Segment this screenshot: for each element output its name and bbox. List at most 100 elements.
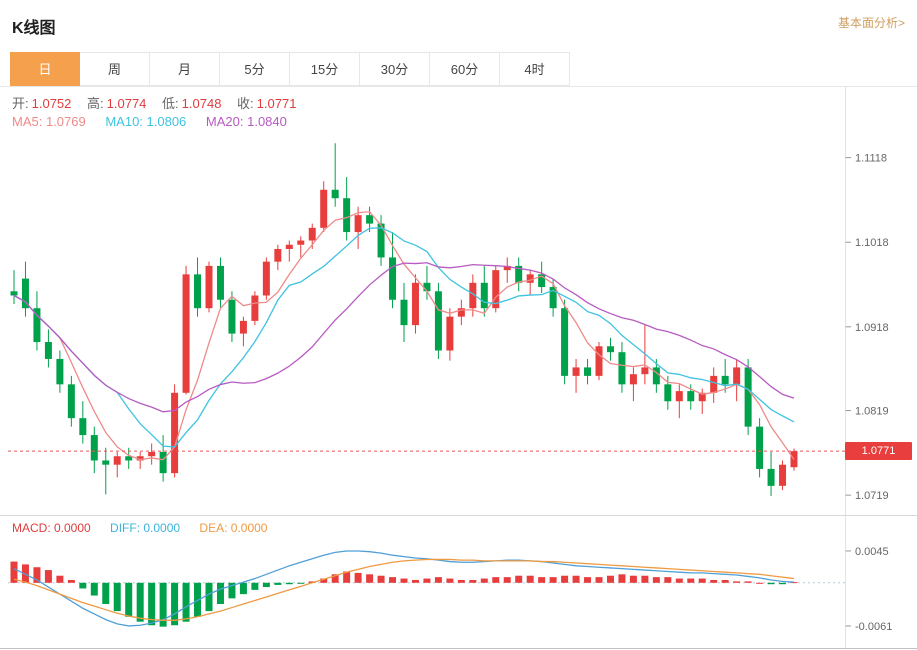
candle-body bbox=[641, 367, 649, 375]
candle-body bbox=[400, 299, 408, 326]
macd-bar bbox=[744, 581, 752, 583]
candle-body bbox=[56, 358, 64, 385]
candle-body bbox=[629, 374, 637, 385]
candle-body bbox=[538, 274, 546, 288]
candle-body bbox=[606, 346, 614, 353]
ma20-value: MA20: 1.0840 bbox=[205, 114, 287, 129]
macd-bar bbox=[411, 579, 419, 583]
diff-value: DIFF: 0.0000 bbox=[110, 521, 181, 535]
open-value: 1.0752 bbox=[31, 96, 72, 111]
macd-bar bbox=[56, 575, 64, 583]
candle-body bbox=[262, 261, 270, 296]
high-label: 高: bbox=[87, 96, 104, 111]
candle-body bbox=[710, 375, 718, 393]
candle-body bbox=[297, 240, 305, 245]
macd-bar bbox=[136, 582, 144, 622]
macd-bar bbox=[561, 575, 569, 583]
candle-body bbox=[10, 291, 18, 296]
macd-bar bbox=[618, 574, 626, 583]
candle-body bbox=[331, 189, 339, 199]
tab-周[interactable]: 周 bbox=[80, 52, 150, 86]
candle-body bbox=[79, 418, 87, 436]
candle-body bbox=[469, 282, 477, 309]
macd-bar bbox=[79, 582, 87, 589]
macd-bar bbox=[205, 582, 213, 612]
y-axis-label: 1.0918 bbox=[855, 322, 889, 334]
candle-body bbox=[767, 468, 775, 486]
tab-15分[interactable]: 15分 bbox=[290, 52, 360, 86]
candle-body bbox=[675, 391, 683, 402]
macd-bar bbox=[354, 572, 362, 583]
macd-bar bbox=[228, 582, 236, 599]
candle-body bbox=[285, 244, 293, 249]
fundamental-analysis-link[interactable]: 基本面分析> bbox=[837, 16, 905, 30]
macd-bar bbox=[10, 561, 18, 583]
main-chart-canvas[interactable]: 1.1118 1.1018 1.0918 1.0819 1.0719 bbox=[0, 87, 917, 515]
low-value: 1.0748 bbox=[181, 96, 222, 111]
candle-body bbox=[434, 291, 442, 351]
tab-月[interactable]: 月 bbox=[150, 52, 220, 86]
y-axis-label: 1.0819 bbox=[855, 406, 889, 418]
candle-body bbox=[159, 452, 167, 474]
high-value: 1.0774 bbox=[106, 96, 147, 111]
macd-bar bbox=[710, 579, 718, 583]
candle-body bbox=[354, 215, 362, 233]
timeframe-tab-bar: 日周月 5分 15分 30分 60分 4时 bbox=[0, 52, 917, 87]
macd-bar bbox=[33, 567, 41, 583]
candle-body bbox=[572, 367, 580, 376]
candle-body bbox=[411, 282, 419, 326]
macd-bar bbox=[480, 578, 488, 583]
candle-body bbox=[125, 456, 133, 461]
candle-body bbox=[687, 391, 695, 402]
candle-body bbox=[698, 392, 706, 402]
candles-layer bbox=[10, 143, 798, 497]
macd-bar bbox=[767, 582, 775, 585]
tab-日[interactable]: 日 bbox=[10, 52, 80, 86]
close-label: 收: bbox=[237, 96, 254, 111]
candle-body bbox=[549, 287, 557, 309]
macd-bar bbox=[262, 582, 270, 588]
macd-bar bbox=[320, 578, 328, 583]
tab-30分[interactable]: 30分 bbox=[360, 52, 430, 86]
candle-body bbox=[366, 215, 374, 224]
macd-bar bbox=[698, 578, 706, 583]
candle-body bbox=[515, 265, 523, 283]
candle-body bbox=[744, 367, 752, 427]
macd-bar bbox=[503, 577, 511, 583]
macd-bar bbox=[90, 582, 98, 596]
macd-bar bbox=[331, 574, 339, 583]
macd-bar bbox=[171, 582, 179, 626]
tab-5分[interactable]: 5分 bbox=[220, 52, 290, 86]
candle-body bbox=[389, 257, 397, 300]
candle-body bbox=[21, 278, 29, 309]
candle-body bbox=[446, 316, 454, 351]
candle-body bbox=[216, 265, 224, 300]
macd-bar bbox=[159, 582, 167, 627]
tab-4时[interactable]: 4时 bbox=[500, 52, 570, 86]
candle-body bbox=[664, 384, 672, 402]
candle-body bbox=[136, 456, 144, 461]
macd-bar bbox=[595, 577, 603, 583]
ma10-line bbox=[13, 227, 795, 448]
candle-body bbox=[595, 346, 603, 376]
candle-body bbox=[182, 274, 190, 393]
macd-bar bbox=[366, 574, 374, 583]
ohlc-info-line: 开: 1.0752 高: 1.0774 低: 1.0748 收: 1.0771 bbox=[12, 93, 308, 112]
open-label: 开: bbox=[12, 96, 29, 111]
macd-bar bbox=[44, 570, 52, 583]
y-axis-label: 1.1018 bbox=[855, 237, 889, 249]
macd-bar bbox=[469, 579, 477, 583]
macd-bar bbox=[285, 582, 293, 585]
candle-body bbox=[618, 352, 626, 385]
macd-bar bbox=[148, 582, 156, 626]
macd-bar bbox=[641, 575, 649, 583]
macd-bar bbox=[538, 577, 546, 583]
macd-bar bbox=[182, 582, 190, 622]
close-value: 1.0771 bbox=[256, 96, 297, 111]
tab-60分[interactable]: 60分 bbox=[430, 52, 500, 86]
macd-canvas[interactable]: 0.0045 -0.0061 bbox=[0, 516, 917, 648]
macd-bar bbox=[216, 582, 224, 605]
candle-body bbox=[480, 282, 488, 309]
candle-body bbox=[308, 227, 316, 241]
candle-body bbox=[171, 392, 179, 474]
